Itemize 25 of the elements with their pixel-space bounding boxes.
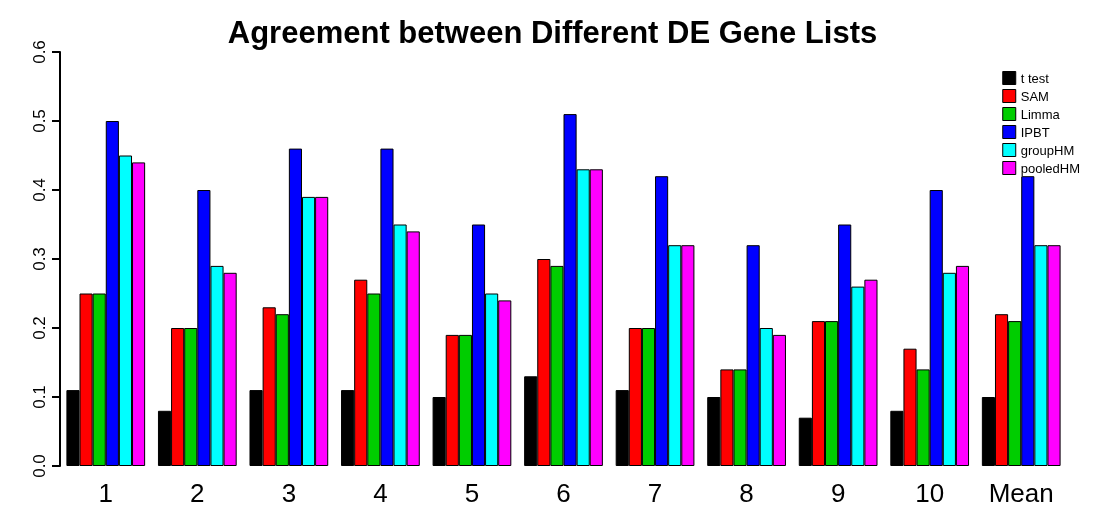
- legend-label: t test: [1020, 70, 1050, 86]
- y-tick-label: 0.0: [30, 454, 49, 478]
- y-tick-label: 0.3: [30, 247, 49, 271]
- y-tick-label: 0.4: [30, 178, 49, 202]
- legend-label: Limma: [1020, 106, 1061, 122]
- x-tick-label: 7: [647, 478, 663, 508]
- x-tick-label: 10: [915, 478, 945, 508]
- x-tick-label: 5: [464, 478, 480, 508]
- x-tick-label: 6: [556, 478, 571, 508]
- x-tick-label: 3: [281, 478, 297, 508]
- x-tick-label: 1: [98, 478, 114, 508]
- legend-label: SAM: [1020, 88, 1049, 104]
- legend-label: pooledHM: [1020, 160, 1081, 176]
- legend-label: IPBT: [1020, 124, 1050, 140]
- y-tick-label: 0.1: [30, 385, 49, 409]
- y-tick-label: 0.2: [30, 316, 49, 340]
- x-tick-label: 9: [830, 478, 846, 508]
- x-tick-label: 4: [373, 478, 388, 508]
- legend-label: groupHM: [1020, 142, 1075, 158]
- chart-title: Agreement between Different DE Gene Lists: [227, 15, 878, 50]
- x-tick-label: Mean: [988, 478, 1054, 508]
- x-tick-label: 8: [739, 478, 754, 508]
- y-tick-label: 0.5: [30, 109, 49, 133]
- y-tick-label: 0.6: [30, 40, 49, 64]
- x-tick-label: 2: [190, 478, 205, 508]
